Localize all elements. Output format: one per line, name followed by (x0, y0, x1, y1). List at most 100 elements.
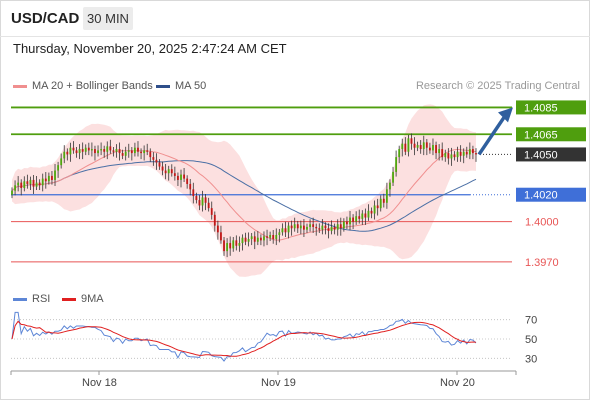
candle-body (456, 151, 459, 158)
candle-body (355, 216, 358, 222)
ma9-swatch (62, 297, 76, 301)
candle-body (435, 145, 437, 154)
candle-body (290, 225, 293, 229)
candle-body (75, 150, 78, 154)
candle-body (226, 243, 229, 252)
candle-body (23, 181, 26, 188)
candle-body (210, 208, 213, 215)
candle-body (330, 226, 333, 231)
candle-body (143, 150, 146, 154)
candle-body (137, 147, 139, 152)
candle-body (244, 237, 247, 242)
candle-body (358, 216, 361, 219)
candle-body (389, 182, 391, 190)
ma20-swatch (13, 84, 27, 88)
candle-body (72, 147, 75, 151)
legend-ma9: 9MA (62, 293, 104, 305)
candle-body (346, 221, 348, 225)
candle-body (133, 147, 136, 154)
candle-body (112, 150, 115, 152)
level-label-1.4050: 1.4050 (524, 149, 558, 161)
candle-body (349, 217, 351, 225)
candle-body (84, 147, 87, 152)
candle-body (247, 239, 250, 242)
candle-body (287, 225, 290, 233)
candle-body (241, 237, 244, 244)
candle-body (183, 174, 185, 179)
candle-body (63, 151, 66, 159)
rsi-ma9-line (11, 320, 477, 357)
candle-body (284, 228, 287, 233)
candle-body (272, 235, 275, 240)
candle-body (94, 149, 96, 154)
candle-body (81, 149, 84, 152)
level-label-1.4020: 1.4020 (524, 190, 558, 202)
candle-body (321, 225, 324, 230)
candle-body (459, 151, 462, 156)
candle-body (38, 182, 41, 186)
candle-body (404, 143, 407, 152)
candle-body (161, 166, 164, 171)
candle-body (192, 189, 195, 197)
candle-body (57, 165, 60, 171)
candle-body (410, 138, 413, 144)
candle-body (51, 175, 53, 180)
legend-rsi-label: RSI (32, 293, 51, 305)
candle-body (441, 149, 444, 158)
copyright-text: Research © 2025 Trading Central (415, 80, 580, 92)
candle-body (392, 171, 394, 183)
candle-body (78, 149, 81, 154)
candle-body (253, 236, 256, 242)
timeframe-button[interactable]: 30 MIN (83, 7, 133, 30)
candle-body (407, 138, 410, 152)
candle-body (26, 181, 29, 184)
rsi-tick-70: 70 (525, 315, 537, 327)
candle-body (115, 149, 118, 152)
candle-body (213, 214, 216, 226)
candle-body (444, 153, 447, 158)
bollinger-band (12, 104, 476, 277)
candle-body (29, 179, 32, 184)
candle-body (177, 175, 179, 180)
candle-body (278, 232, 281, 235)
candle-body (35, 182, 38, 187)
candle-body (472, 149, 474, 154)
candle-body (127, 150, 130, 152)
candle-body (324, 225, 327, 229)
candle-body (118, 149, 121, 154)
candle-body (385, 189, 388, 203)
candle-body (90, 149, 93, 151)
candle-body (229, 243, 232, 249)
x-label-nov19: Nov 19 (261, 377, 296, 389)
candle-body (453, 154, 456, 158)
candle-body (382, 198, 385, 203)
candle-body (367, 210, 370, 218)
candle-body (97, 150, 99, 154)
candle-body (327, 228, 330, 231)
candle-body (100, 149, 103, 151)
level-tag-1.4050 (516, 147, 586, 162)
legend-rsi: RSI (13, 293, 50, 305)
candle-body (352, 217, 355, 222)
candle-body (216, 225, 219, 233)
candle-body (422, 142, 425, 150)
candle-body (109, 146, 112, 151)
candle-body (266, 236, 268, 238)
candle-body (17, 182, 20, 186)
candle-body (296, 224, 299, 229)
level-label-1.4085: 1.4085 (524, 102, 558, 114)
candle-body (164, 170, 167, 174)
candle-body (419, 145, 422, 150)
candle-body (438, 149, 441, 154)
candle-body (413, 143, 416, 148)
candle-body (299, 225, 302, 229)
candle-body (69, 147, 72, 155)
legend-ma20-label: MA 20 + Bollinger Bands (32, 80, 153, 92)
timestamp: Thursday, November 20, 2025 2:47:24 AM C… (13, 41, 287, 56)
candle-body (315, 226, 318, 229)
ma50-swatch (156, 84, 170, 88)
candle-body (293, 224, 296, 229)
candle-body (333, 226, 336, 230)
forecast-arrow-shaft (477, 116, 506, 156)
candle-body (140, 151, 142, 154)
